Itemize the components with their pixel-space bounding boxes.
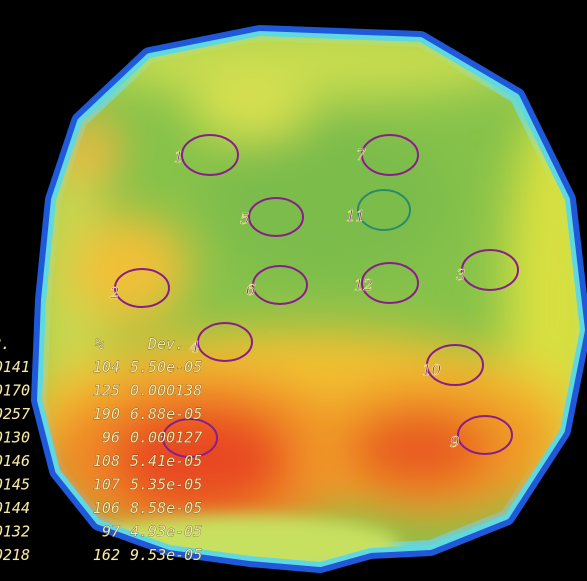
table-cell: 0218 <box>0 546 30 564</box>
table-cell: 0.000138 <box>130 382 202 400</box>
table-cell: 5.35e-05 <box>130 476 202 494</box>
table-cell: 0.000127 <box>130 429 202 447</box>
table-cell: 4.93e-05 <box>130 523 202 541</box>
table-cell: 6.88e-05 <box>130 405 202 423</box>
roi-label: 3 <box>456 266 466 284</box>
table-cell: 5.50e-05 <box>130 358 202 376</box>
table-cell: 0257 <box>0 405 30 423</box>
roi-label: 5 <box>240 210 250 228</box>
table-cell: 162 <box>93 546 120 564</box>
table-cell: 0132 <box>0 523 30 541</box>
roi-label: 2 <box>109 284 120 302</box>
table-cell: 0145 <box>0 476 30 494</box>
table-cell: 125 <box>93 382 120 400</box>
table-cell: 96 <box>102 429 120 447</box>
roi-label: 9 <box>450 433 460 451</box>
table-cell: 0170 <box>0 382 30 400</box>
roi-label: 4 <box>189 338 200 356</box>
roi-label: 1 <box>174 148 184 166</box>
roi-heatmap-view: 1 7 5 11 2 6 12 3 4 10 9 B.% Dev. 0141 104 5… <box>0 0 587 581</box>
table-cell: 190 <box>93 405 120 423</box>
table-cell: 107 <box>93 476 120 494</box>
table-cell: 104 <box>93 358 120 376</box>
roi-label: 7 <box>356 146 366 164</box>
roi-label: 11 <box>346 207 365 225</box>
table-cell: 106 <box>93 499 120 517</box>
table-cell: 5.41e-05 <box>130 452 202 470</box>
table-cell: 0130 <box>0 429 30 447</box>
roi-label: 6 <box>246 281 256 299</box>
table-cell: 0141 <box>0 358 30 376</box>
table-header-cell: % <box>95 335 104 353</box>
table-cell: 8.58e-05 <box>130 499 202 517</box>
table-cell: 108 <box>93 452 120 470</box>
table-cell: 0146 <box>0 452 30 470</box>
roi-label: 10 <box>422 361 442 379</box>
table-cell: 0144 <box>0 499 30 517</box>
roi-label: 12 <box>354 276 373 294</box>
table-header-cell: B. <box>0 335 10 353</box>
table-cell: 97 <box>102 523 120 541</box>
table-header-cell: Dev. <box>147 335 184 353</box>
table-cell: 9.53e-05 <box>130 546 202 564</box>
